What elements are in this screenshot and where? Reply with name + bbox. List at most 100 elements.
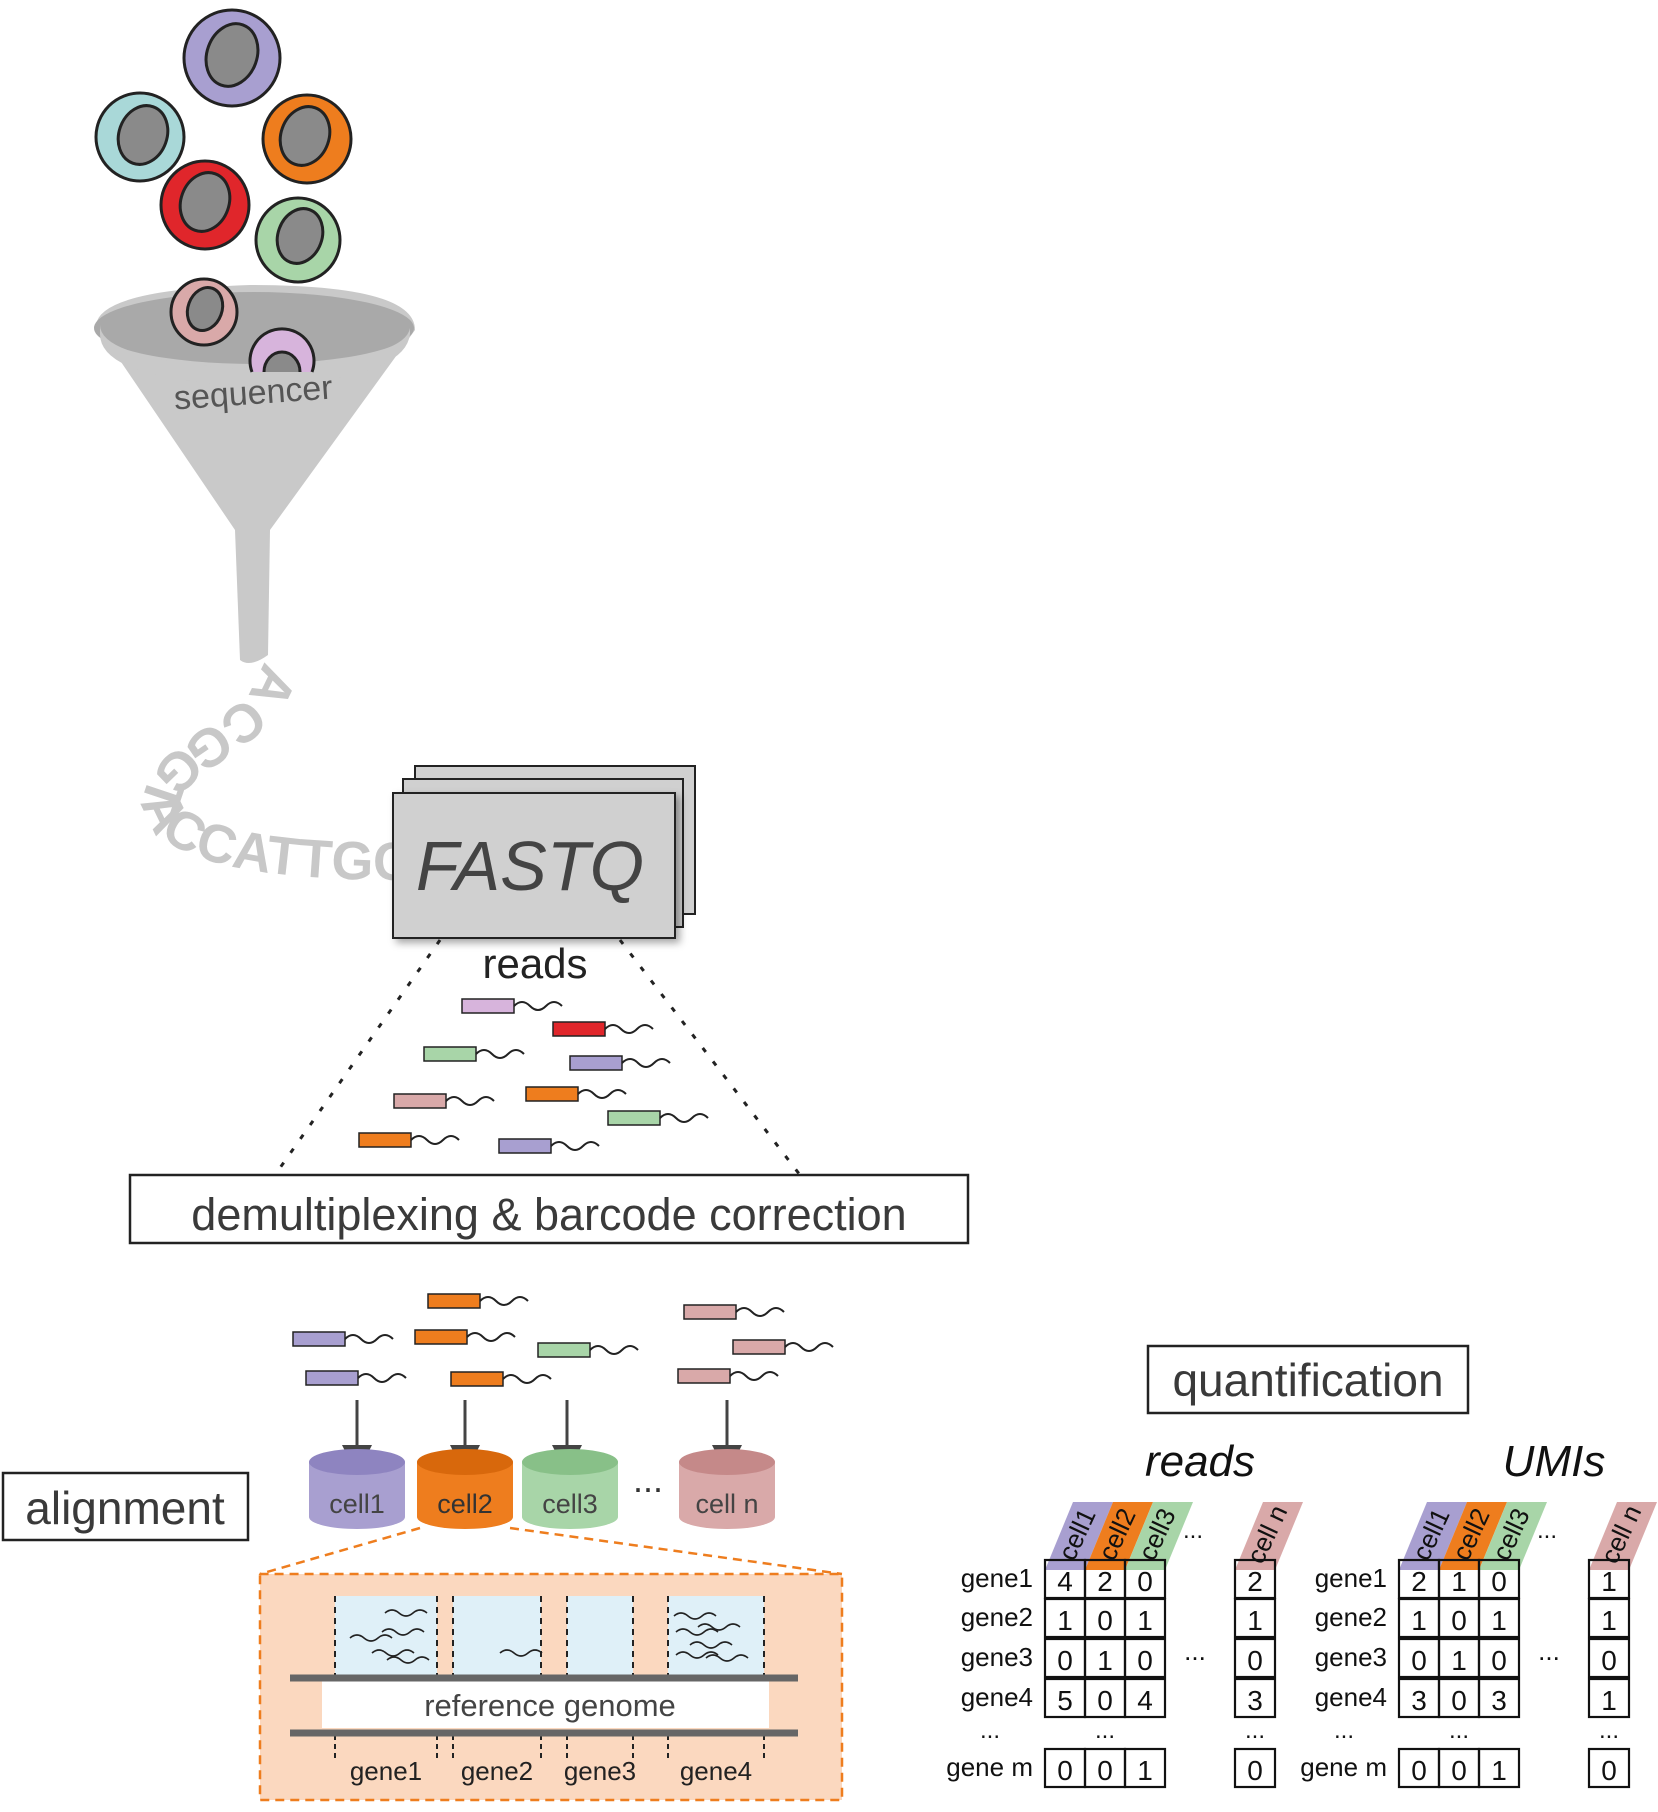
matrix-value: 1 <box>1451 1645 1467 1676</box>
matrix-value: 1 <box>1411 1605 1427 1636</box>
bin-label: cell n <box>695 1489 758 1519</box>
matrix-value: 0 <box>1601 1645 1617 1676</box>
cell-orange <box>261 93 353 185</box>
matrix-value: 0 <box>1451 1755 1467 1786</box>
read-fragment <box>393 1093 495 1109</box>
bin-cell2: cell2 <box>417 1449 513 1529</box>
matrix-row: gene2 1 0 1 1 <box>961 1597 1277 1639</box>
matrix-value: 1 <box>1247 1605 1263 1636</box>
matrix-cell <box>1233 1677 1277 1719</box>
zoom-line-left <box>273 939 442 1176</box>
column-header-band <box>1085 1502 1153 1570</box>
aligned-read <box>697 1623 741 1631</box>
matrix-cell <box>1233 1637 1277 1679</box>
matrix-cell <box>1123 1637 1167 1679</box>
demuxed-read <box>683 1304 785 1320</box>
matrix-cell <box>1587 1747 1631 1789</box>
fastq-stack: FASTQ <box>392 765 696 939</box>
bin-cell1: cell1 <box>309 1449 405 1529</box>
fastq-box <box>392 792 676 939</box>
read-fragment <box>569 1055 671 1071</box>
demux-label: demultiplexing & barcode correction <box>191 1189 906 1240</box>
matrix-row: gene1 4 2 0 2 <box>961 1558 1277 1600</box>
row-gene-label: gene4 <box>1315 1682 1387 1712</box>
aligned-read <box>349 1634 393 1642</box>
bin-label: cell1 <box>329 1489 385 1519</box>
aligned-read <box>381 1628 425 1636</box>
matrix-value: 1 <box>1491 1755 1507 1786</box>
aligned-read <box>705 1654 749 1662</box>
value-ellipsis: ... <box>1599 1717 1619 1744</box>
matrix-value: 0 <box>1601 1755 1617 1786</box>
matrix-value: 1 <box>1097 1645 1113 1676</box>
gene-region <box>452 1596 542 1758</box>
row-ellipsis: ... <box>1184 1636 1206 1666</box>
matrix-value: 1 <box>1491 1605 1507 1636</box>
cell-bins: cell1 cell2 cell3... cell n <box>309 1449 775 1529</box>
column-header-band <box>1045 1502 1113 1570</box>
matrix-value: 0 <box>1411 1645 1427 1676</box>
cell-red <box>159 159 251 251</box>
matrix-cell <box>1587 1677 1631 1719</box>
aligned-read <box>675 1651 719 1659</box>
cell-teal <box>94 91 186 183</box>
demuxed-read <box>732 1339 834 1355</box>
read-fragment <box>607 1110 709 1126</box>
demuxed-read <box>427 1293 529 1309</box>
matrix-value: 2 <box>1247 1566 1263 1597</box>
value-ellipsis: ... <box>1449 1717 1469 1744</box>
demux-step: demultiplexing & barcode correction <box>128 1173 970 1245</box>
cell-green <box>254 196 342 284</box>
matrix-cell <box>1123 1677 1167 1719</box>
matrix-cell <box>1233 1747 1277 1789</box>
column-header-band <box>1439 1502 1507 1570</box>
gene-label: gene3 <box>564 1756 636 1786</box>
matrix-value: 0 <box>1057 1645 1073 1676</box>
reference-label: reference genome <box>424 1688 676 1723</box>
gene-label: gene4 <box>680 1756 752 1786</box>
column-header-band <box>1479 1502 1547 1570</box>
bin-arrows <box>342 1400 742 1475</box>
matrix-row: gene3 0 1 0 0 <box>961 1637 1277 1679</box>
inset-line-right <box>509 1526 843 1576</box>
read-fragment <box>358 1132 460 1148</box>
gene-labels: gene1 gene2 gene3 gene4 <box>350 1756 752 1786</box>
matrix-cell <box>1587 1637 1631 1679</box>
matrix-value: 0 <box>1247 1755 1263 1786</box>
matrix-value: 0 <box>1097 1755 1113 1786</box>
aligned-read <box>499 1649 543 1657</box>
aligned-read <box>384 1609 428 1617</box>
gene-label: gene1 <box>350 1756 422 1786</box>
sequencer-funnel: sequencer <box>94 285 415 664</box>
fastq-label: FASTQ <box>416 827 644 905</box>
matrix-value: 0 <box>1097 1685 1113 1716</box>
read-fragment <box>552 1021 654 1037</box>
bin-label: cell2 <box>437 1489 493 1519</box>
row-gene-label: gene2 <box>961 1602 1033 1632</box>
matrix-value: 0 <box>1137 1645 1153 1676</box>
column-header-band <box>1125 1502 1193 1570</box>
inset-line-left <box>259 1526 421 1576</box>
alignment-label: alignment <box>25 1482 225 1534</box>
demuxed-read <box>292 1331 394 1347</box>
quantification-step: quantification <box>1146 1344 1470 1415</box>
cells-group <box>94 8 353 373</box>
matrix-cell <box>1477 1747 1521 1789</box>
alignment-inset: reference genome gene1 gene2 gene3 gene4 <box>258 1526 844 1802</box>
row-gene-label: gene4 <box>961 1682 1033 1712</box>
matrix-value: 3 <box>1491 1685 1507 1716</box>
gene-label: gene2 <box>461 1756 533 1786</box>
value-ellipsis: ... <box>1095 1717 1115 1744</box>
gene-regions <box>334 1596 765 1758</box>
matrix-value: 3 <box>1411 1685 1427 1716</box>
matrix-value: 1 <box>1137 1755 1153 1786</box>
aligned-read <box>675 1628 719 1636</box>
bin-cell3: cell3 <box>522 1449 618 1529</box>
matrix-value: 2 <box>1411 1566 1427 1597</box>
reads-label: reads <box>482 940 587 987</box>
